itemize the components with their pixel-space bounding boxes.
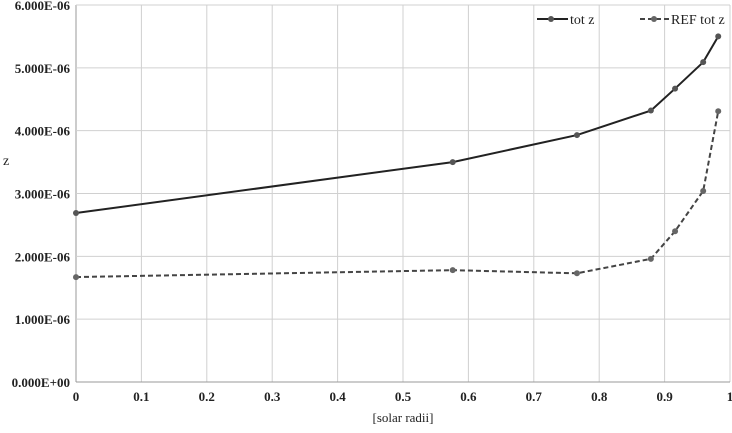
data-point [647, 107, 654, 114]
x-tick-label: 0.9 [656, 389, 673, 404]
x-tick-label: 0.5 [395, 389, 412, 404]
y-tick-label: 6.000E-06 [15, 0, 71, 13]
data-point [73, 209, 79, 216]
data-point [672, 228, 679, 235]
tick-labels: 0 0.1 0.2 0.3 0.4 0.5 0.6 0.7 0.8 0.9 1 0.000E+00 1.… [12, 0, 732, 404]
x-tick-label: 0.1 [133, 389, 149, 404]
x-tick-label: 0.3 [264, 389, 281, 404]
grid [75, 4, 731, 383]
data-point [647, 255, 654, 262]
data-point [715, 33, 722, 40]
x-tick-label: 0.8 [591, 389, 608, 404]
y-tick-label: 3.000E-06 [15, 187, 71, 202]
series-line-ref-tot-z [75, 111, 720, 279]
y-tick-label: 2.000E-06 [15, 249, 71, 264]
x-tick-label: 0.7 [526, 389, 543, 404]
x-axis-label: [solar radii] [372, 410, 433, 425]
y-tick-label: 4.000E-06 [15, 124, 71, 139]
x-tick-label: 1 [727, 389, 732, 404]
x-tick-label: 0 [73, 389, 80, 404]
data-point [672, 85, 679, 92]
data-point [700, 187, 707, 194]
legend-label-tot-z: tot z [570, 13, 595, 28]
legend-label-ref-tot-z: REF tot z [671, 13, 725, 28]
x-tick-label: 0.6 [460, 389, 477, 404]
y-tick-label: 1.000E-06 [15, 312, 71, 327]
legend-marker-tot-z [548, 16, 554, 22]
data-point [700, 59, 707, 66]
y-axis-label: z [3, 154, 9, 169]
y-tick-label: 5.000E-06 [15, 61, 71, 76]
x-tick-label: 0.2 [199, 389, 215, 404]
series-group [73, 33, 722, 281]
data-point [73, 274, 79, 281]
data-point [449, 267, 456, 274]
data-point [573, 270, 580, 277]
legend: tot z REF tot z [537, 13, 725, 28]
data-point [449, 159, 456, 166]
y-tick-label: 0.000E+00 [12, 375, 70, 390]
data-point [573, 132, 580, 139]
x-tick-label: 0.4 [329, 389, 346, 404]
legend-marker-ref-tot-z [651, 16, 657, 22]
data-point [715, 108, 722, 115]
series-line-tot-z [75, 35, 720, 214]
